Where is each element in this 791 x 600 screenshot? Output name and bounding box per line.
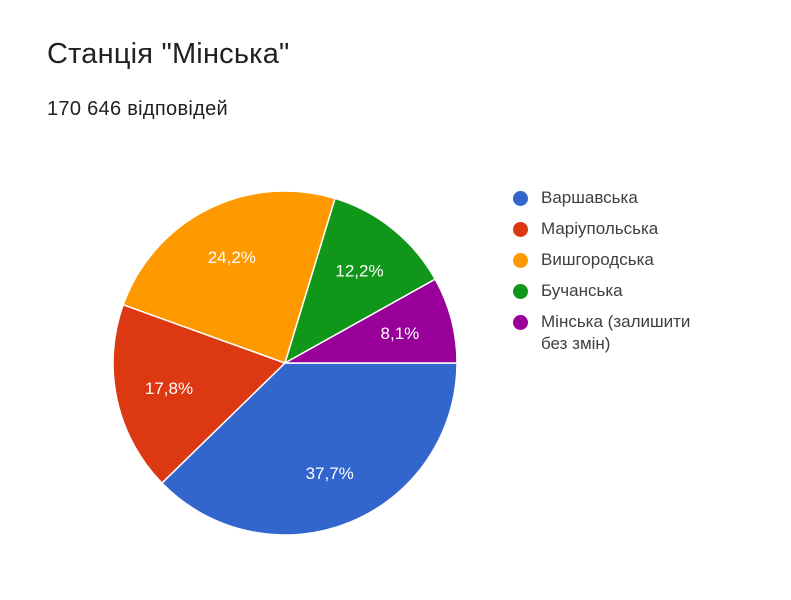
legend-label: Мінська (залишити без змін) xyxy=(541,312,691,353)
legend-label: Бучанська xyxy=(541,281,623,300)
legend-item[interactable]: Бучанська xyxy=(513,280,773,302)
legend-label: Вишгородська xyxy=(541,250,654,269)
slice-percent-label: 17,8% xyxy=(145,379,193,398)
pie-slice[interactable] xyxy=(282,278,458,364)
legend-color-dot xyxy=(513,222,528,237)
slice-percent-label: 37,7% xyxy=(306,464,354,483)
legend-label: Варшавська xyxy=(541,188,638,207)
legend-color-dot xyxy=(513,191,528,206)
legend-label: Маріупольська xyxy=(541,219,659,238)
response-count: 170 646 відповідей xyxy=(47,98,228,120)
chart-title: Станція "Мінська" xyxy=(47,38,290,70)
slice-percent-label: 8,1% xyxy=(381,324,420,343)
pie-slice[interactable] xyxy=(160,362,458,536)
legend-color-dot xyxy=(513,284,528,299)
legend-color-dot xyxy=(513,315,528,330)
slice-percent-label: 24,2% xyxy=(208,248,256,267)
pie-slice[interactable] xyxy=(112,303,287,485)
legend-item[interactable]: Маріупольська xyxy=(513,218,773,240)
pie-slice[interactable] xyxy=(283,197,437,365)
chart-legend: Варшавська Маріупольська Вишгородська Бучан… xyxy=(513,187,773,364)
legend-item[interactable]: Мінська (залишити без змін) xyxy=(513,311,721,355)
legend-item[interactable]: Варшавська xyxy=(513,187,773,209)
legend-item[interactable]: Вишгородська xyxy=(513,249,773,271)
slice-percent-label: 12,2% xyxy=(335,262,383,281)
pie-slice[interactable] xyxy=(122,190,336,364)
legend-color-dot xyxy=(513,253,528,268)
